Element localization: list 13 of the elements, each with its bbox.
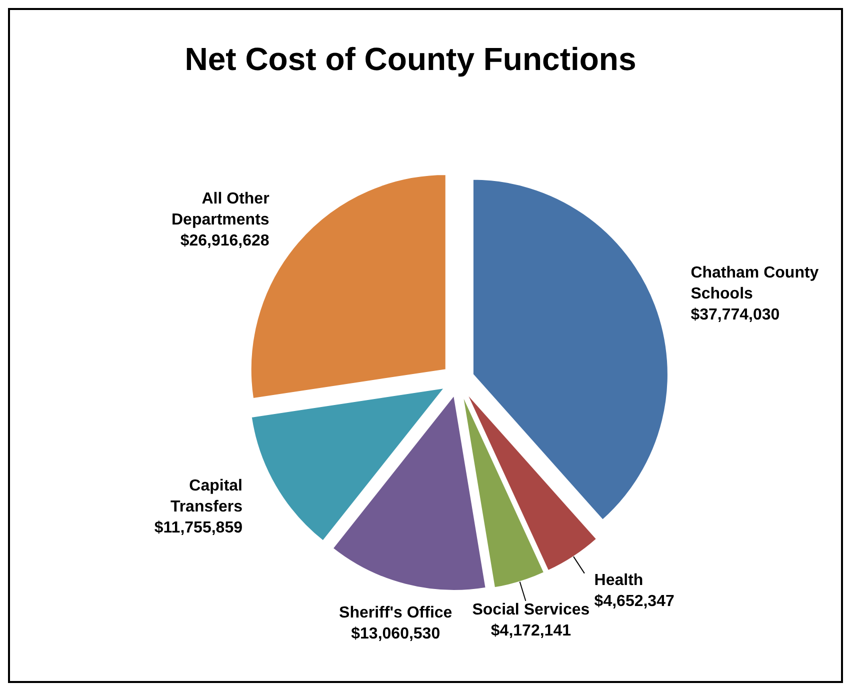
data-label: $4,652,347 — [594, 592, 674, 610]
slice-label: All Other Departments — [171, 190, 270, 229]
data-label: $13,060,530 — [351, 626, 440, 643]
data-label: $4,172,141 — [490, 622, 572, 640]
data-label: $11,755,859 — [154, 520, 243, 537]
slice-label: Sheriff's Office — [339, 604, 452, 622]
data-label: $37,774,030 — [690, 306, 780, 324]
data-label: $26,916,628 — [180, 232, 270, 250]
chart-title: Net Cost of County Functions — [184, 41, 636, 77]
slice-label: Capital Transfers — [170, 478, 243, 516]
slice-label: Chatham County Schools — [690, 264, 819, 302]
slice-label: Health — [594, 572, 644, 589]
slice-label: Social Services — [472, 602, 590, 619]
